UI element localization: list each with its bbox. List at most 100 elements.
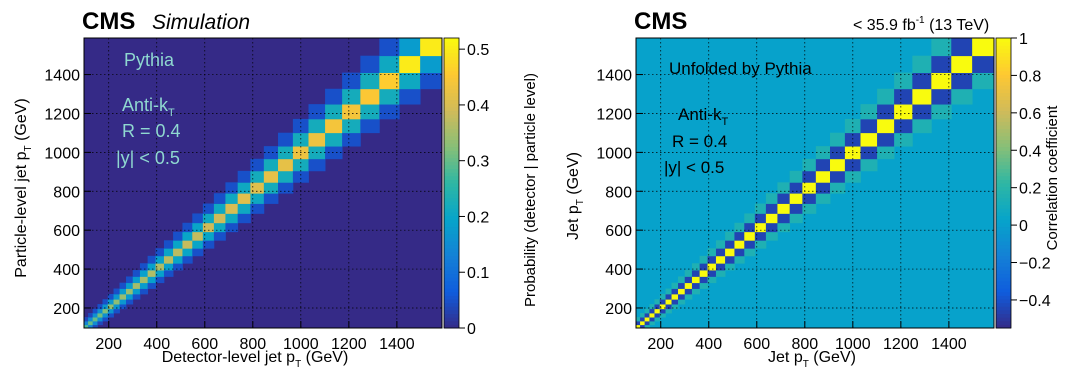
- colorbar-segment: [444, 288, 459, 293]
- colorbar-segment: [996, 317, 1011, 322]
- colorbar-segment: [444, 92, 459, 97]
- matrix-cell: [132, 270, 141, 277]
- matrix-cell: [342, 72, 361, 90]
- matrix-cell: [325, 132, 343, 147]
- matrix-cell: [225, 222, 239, 233]
- colorbar-segment: [996, 179, 1011, 184]
- matrix-cell: [225, 203, 239, 214]
- matrix-cell: [951, 72, 973, 90]
- matrix-cell: [684, 282, 693, 289]
- response-y-axis-label: Particle-level jet pT (GeV): [13, 98, 34, 278]
- matrix-cell: [777, 203, 791, 214]
- probability-colorbar: [443, 37, 460, 329]
- colorbar-segment: [444, 63, 459, 68]
- colorbar-segment: [444, 248, 459, 253]
- y-tick-label: 400: [53, 262, 80, 279]
- matrix-cell: [725, 240, 735, 249]
- colorbar-segment: [996, 56, 1011, 61]
- colorbar-segment: [996, 161, 1011, 166]
- matrix-cell: [734, 248, 745, 257]
- y-tick-label: 800: [605, 184, 632, 201]
- radius-annotation: R = 0.4: [122, 121, 181, 141]
- colorbar-segment: [444, 103, 459, 108]
- algorithm-annotation-text: Anti-k: [678, 105, 722, 124]
- y-tick-label: 1400: [44, 68, 80, 85]
- colorbar-tick-label: 0.4: [467, 98, 489, 115]
- x-tick-label: 1400: [931, 336, 967, 353]
- matrix-cell: [777, 213, 791, 224]
- colorbar-segment: [444, 241, 459, 246]
- matrix-cell: [173, 255, 183, 264]
- matrix-cell: [92, 308, 98, 314]
- colorbar-segment: [996, 135, 1011, 141]
- matrix-cell: [113, 308, 120, 314]
- colorbar-segment: [444, 41, 459, 46]
- matrix-cell: [88, 313, 94, 318]
- matrix-cell: [951, 55, 973, 74]
- x-tick-label: 600: [191, 336, 218, 353]
- correlation-y-axis-label-unit: (GeV): [565, 152, 582, 199]
- matrix-cell: [684, 270, 693, 277]
- colorbar-segment: [444, 117, 459, 122]
- matrix-cell: [725, 255, 735, 264]
- matrix-cell: [182, 240, 193, 249]
- correlation-y-ticks: 200 400 600 800 1000 1200 1400: [596, 68, 643, 318]
- colorbar-segment: [996, 324, 1011, 329]
- rapidity-annotation: |y| < 0.5: [116, 148, 180, 168]
- colorbar-tick-label: 0: [1019, 218, 1028, 235]
- luminosity-label-energy: (13 TeV): [925, 17, 990, 34]
- matrix-cell: [342, 88, 361, 105]
- matrix-cell: [789, 182, 803, 194]
- colorbar-segment: [996, 259, 1011, 264]
- matrix-cell: [237, 213, 251, 224]
- colorbar-segment: [996, 241, 1011, 246]
- matrix-cell: [802, 182, 817, 194]
- matrix-cell: [139, 276, 149, 284]
- matrix-cell: [84, 317, 89, 322]
- colorbar-segment: [996, 299, 1011, 304]
- matrix-cell: [420, 55, 443, 74]
- matrix-cell: [325, 88, 343, 105]
- colorbar-segment: [444, 230, 459, 235]
- colorbar-tick-label: 0.8: [1019, 68, 1041, 85]
- matrix-cell: [678, 299, 686, 305]
- colorbar-segment: [444, 157, 459, 162]
- matrix-cell: [119, 288, 127, 295]
- matrix-cell: [360, 55, 380, 74]
- matrix-cell: [213, 193, 226, 204]
- matrix-cell: [649, 308, 655, 314]
- matrix-cell: [113, 288, 120, 295]
- matrix-cell: [278, 146, 294, 160]
- matrix-cell: [113, 293, 120, 300]
- matrix-cell: [636, 317, 641, 322]
- matrix-cell: [815, 182, 831, 194]
- matrix-cell: [691, 276, 701, 284]
- matrix-cell: [325, 146, 343, 160]
- probability-colorbar-label: Probability (detector | particle level): [522, 73, 539, 307]
- matrix-cell: [250, 170, 265, 183]
- matrix-cell: [754, 222, 767, 233]
- colorbar-segment: [444, 193, 459, 199]
- luminosity-label-text: < 35.9 fb: [853, 17, 916, 34]
- colorbar-segment: [996, 226, 1011, 231]
- colorbar-segment: [444, 277, 459, 282]
- correlation-colorbar-label: Correlation coefficient: [1044, 105, 1061, 251]
- colorbar-segment: [444, 172, 459, 177]
- matrix-cell: [649, 321, 655, 326]
- colorbar-segment: [996, 288, 1011, 293]
- matrix-cell: [308, 118, 326, 134]
- matrix-cell: [278, 132, 294, 147]
- colorbar-frame: [995, 37, 1012, 329]
- colorbar-segment: [996, 306, 1011, 311]
- matrix-cell: [765, 213, 778, 224]
- colorbar-segment: [444, 161, 459, 166]
- matrix-cell: [155, 263, 165, 271]
- colorbar-segment: [996, 183, 1011, 188]
- matrix-cell: [699, 263, 708, 271]
- colorbar-tick-label: 0: [467, 321, 476, 338]
- matrix-cell: [744, 231, 756, 241]
- matrix-cell: [342, 132, 361, 147]
- matrix-cell: [665, 299, 672, 305]
- matrix-cell: [119, 304, 127, 310]
- matrix-cell: [92, 317, 98, 322]
